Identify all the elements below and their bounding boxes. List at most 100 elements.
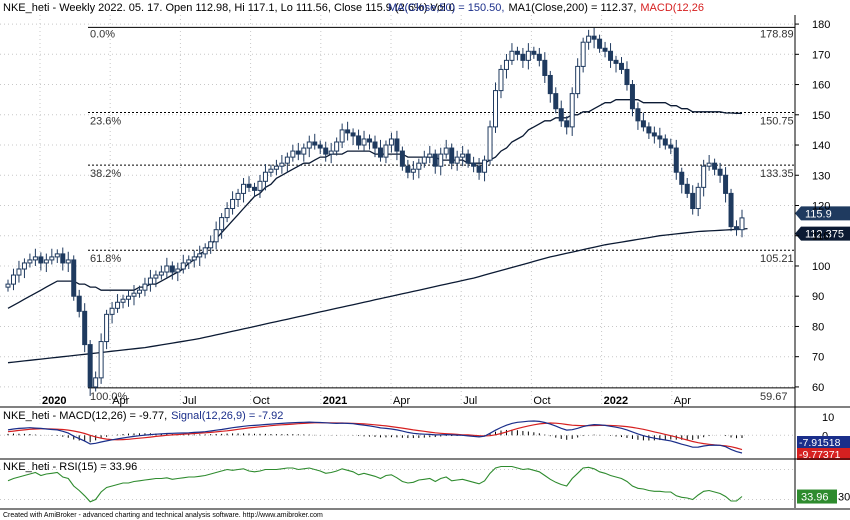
ma50-title: MA(Close,50) = 150.50, — [388, 2, 504, 14]
candle-body — [673, 147, 679, 173]
candle-body — [618, 62, 624, 70]
candle-body — [525, 50, 531, 61]
candle-body — [624, 68, 630, 86]
x-tick-label: Oct — [533, 395, 550, 407]
candle-body — [186, 259, 192, 264]
candle-body — [487, 126, 493, 161]
ma200-value-label-bg — [795, 226, 850, 241]
candle-body — [662, 138, 668, 146]
candle-body — [290, 150, 296, 158]
candle-body — [334, 141, 340, 152]
y-tick-label: 130 — [812, 170, 830, 182]
candle-body — [230, 198, 236, 210]
candle-body — [115, 301, 121, 309]
candle-body — [345, 129, 351, 134]
candle-body — [10, 274, 16, 285]
candle-body — [520, 53, 526, 61]
candle-body — [454, 156, 460, 164]
candle-body — [465, 153, 471, 164]
candle-body — [136, 289, 142, 294]
candle-body — [575, 65, 581, 95]
candle-body — [690, 192, 696, 210]
candle-body — [38, 256, 44, 264]
candle-body — [372, 141, 378, 149]
candle-body — [213, 229, 219, 243]
candle-body — [723, 174, 729, 194]
candle-body — [695, 186, 701, 210]
candle-body — [542, 59, 548, 76]
candle-body — [471, 162, 477, 167]
y-tick-label: 160 — [812, 80, 830, 92]
candle-body — [284, 156, 290, 164]
candle-body — [394, 138, 400, 152]
x-tick-label: Apr — [674, 395, 691, 407]
candle-body — [246, 183, 252, 188]
fib-level-label: 23.6% — [90, 116, 121, 128]
candle-body — [120, 298, 126, 303]
candle-body — [640, 120, 646, 128]
fib-level-label: 61.8% — [90, 253, 121, 265]
candle-body — [126, 295, 132, 300]
candle-body — [16, 268, 22, 276]
candle-body — [43, 259, 49, 264]
macd-tag: MACD(12,26 — [640, 2, 704, 14]
candle-body — [443, 147, 449, 155]
candle-body — [350, 132, 356, 137]
candle-body — [377, 147, 383, 158]
macd-title: NKE_heti - MACD(12,26) = -9.77, — [3, 410, 167, 422]
candle-body — [476, 165, 482, 173]
candle-body — [27, 259, 33, 264]
fib-level-label: 38.2% — [90, 168, 121, 180]
candle-body — [224, 208, 230, 219]
candle-body — [657, 135, 663, 140]
candle-body — [608, 50, 614, 61]
fib-value-label: 59.67 — [760, 391, 788, 403]
fib-value-label: 105.21 — [760, 253, 794, 265]
rsi-tick-label: 30 — [838, 492, 850, 504]
candle-body — [268, 168, 274, 173]
macd-line — [7, 420, 743, 454]
candle-body — [536, 53, 542, 61]
candle-body — [191, 256, 197, 261]
candle-body — [514, 50, 520, 55]
candle-body — [684, 183, 690, 194]
candle-body — [257, 180, 263, 191]
rsi-panel: 33.96 30 — [0, 465, 850, 504]
rsi-title: NKE_heti - RSI(15) = 33.96 — [3, 461, 137, 473]
macd-value-label: -7.91518 — [799, 437, 841, 449]
candle-body — [449, 147, 455, 164]
candle-body — [273, 165, 279, 170]
fib-level-label: 0.0% — [90, 28, 115, 40]
x-tick-label: Oct — [253, 395, 270, 407]
candle-body — [306, 141, 312, 149]
candle-body — [591, 35, 597, 40]
candle-body — [460, 153, 466, 158]
signal-value-label-bg — [797, 448, 850, 460]
candle-body — [651, 132, 657, 137]
candle-body — [142, 283, 148, 291]
candle-body — [147, 277, 153, 285]
candle-body — [602, 47, 608, 52]
candle-body — [98, 341, 104, 379]
candle-body — [328, 150, 334, 155]
candle-body — [153, 274, 159, 279]
x-tick-label: 2022 — [604, 395, 628, 407]
candle-body — [427, 153, 433, 158]
candle-body — [49, 256, 55, 261]
candle-body — [712, 162, 718, 170]
ma-line — [7, 227, 748, 364]
rsi-value-label: 33.96 — [801, 492, 829, 504]
y-tick-label: 70 — [812, 352, 824, 364]
fib-value-label: 150.75 — [760, 116, 794, 128]
candle-body — [367, 138, 373, 143]
candle-body — [32, 256, 38, 261]
axes: 60 70 80 90 100 110 120 130 140 150 160 170 180 2020 A… — [0, 15, 850, 510]
candle-body — [668, 144, 674, 149]
candle-body — [60, 253, 66, 264]
candle-body — [169, 265, 175, 273]
candle-body — [493, 90, 499, 128]
candle-body — [180, 262, 186, 270]
candle-body — [553, 93, 559, 110]
candle-body — [438, 153, 444, 167]
